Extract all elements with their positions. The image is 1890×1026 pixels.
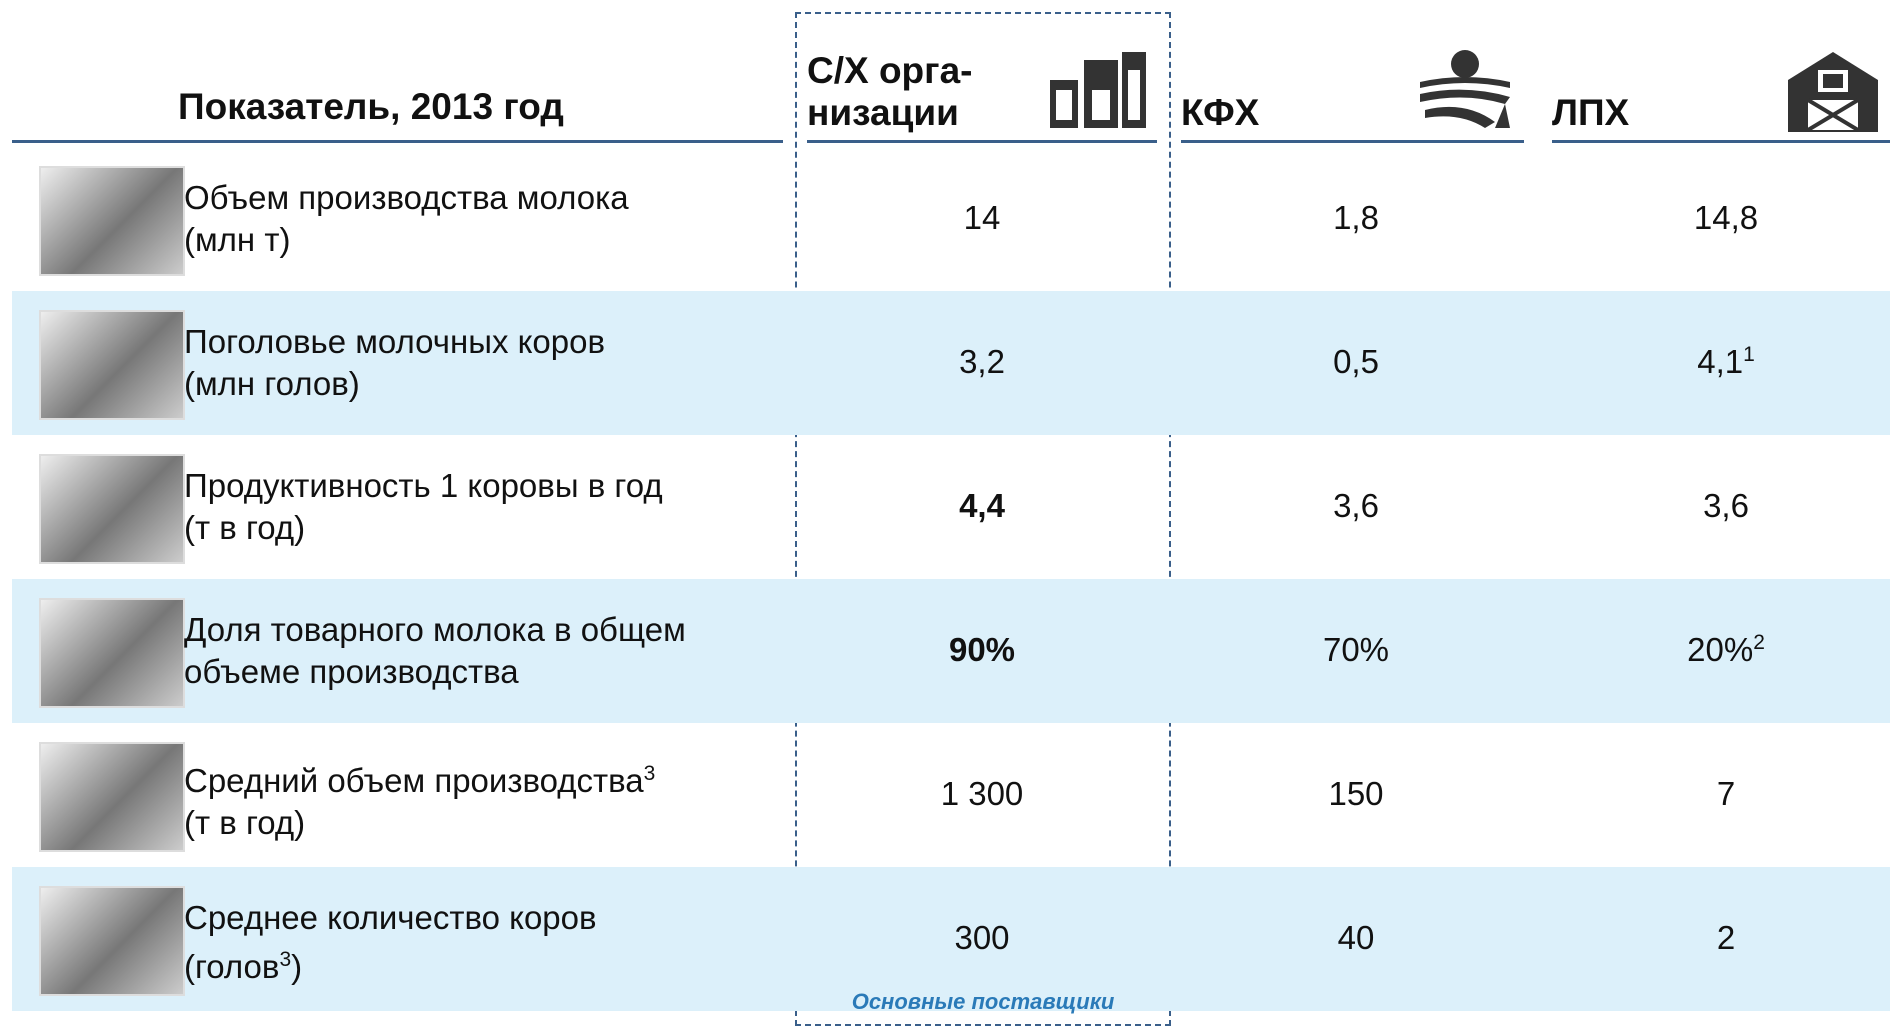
value-text: 70% [1322,631,1390,668]
label-line: (голов3) [184,939,597,988]
superscript: 3 [643,762,656,785]
superscript: 1 [1743,343,1755,366]
table-row: Средний объем производства3 (т в год) 1 30… [12,723,1890,867]
value-text: 20% [1687,631,1754,668]
header-rule [1552,140,1890,143]
header-rule [807,140,1157,143]
cell-value: 20%2 [1556,631,1890,669]
header-indicator: Показатель, 2013 год [178,86,564,127]
row-label: Продуктивность 1 коровы в год (т в год) [184,465,663,549]
value-text: 14 [963,199,1001,236]
row-photo [39,886,185,996]
cell-value: 300 [812,919,1152,957]
label-line: Среднее количество коров [184,897,597,939]
label-line: Поголовье молочных коров [184,321,605,363]
column-header: ЛПХ [1552,92,1630,133]
cell-value: 4,11 [1556,343,1890,381]
cell-value: 40 [1186,919,1526,957]
table-row: Объем производства молока (млн т) 14 1,8 14,… [12,147,1890,291]
footer-note: Основные поставщики [851,989,1115,1014]
label-text: (млн т) [184,221,291,258]
row-label: Доля товарного молока в общем объеме прои… [184,609,686,693]
barn-icon [1788,52,1878,132]
label-text: Средний объем производства [184,762,644,799]
label-text: Доля товарного молока в общем [184,611,686,648]
cell-value: 3,6 [1556,487,1890,525]
label-text: (голов [184,948,280,985]
cell-value: 1,8 [1186,199,1526,237]
column-header: КФХ [1181,92,1260,133]
value-text: 7 [1716,775,1736,812]
value-text: 3,2 [959,343,1005,380]
label-text: (т в год) [184,509,306,546]
value-text: 300 [954,919,1010,956]
label-line: (т в год) [184,507,663,549]
label-line: Продуктивность 1 коровы в год [184,465,663,507]
table-row: Среднее количество коров (голов3) 300 40 2 [12,867,1890,1011]
value-text: 1,8 [1333,199,1379,236]
value-text: 40 [1337,919,1375,956]
label-line: (млн т) [184,219,629,261]
value-text: 150 [1328,775,1384,812]
value-text: 90% [948,631,1016,668]
value-text: 3,6 [1703,487,1749,524]
row-label: Поголовье молочных коров (млн голов) [184,321,605,405]
superscript: 3 [279,948,292,971]
label-text: Поголовье молочных коров [184,323,606,360]
label-text: (млн голов) [184,365,360,402]
column-header: С/Х орга- [807,50,973,91]
label-text: (т в год) [184,804,306,841]
cell-value: 70% [1186,631,1526,669]
row-label: Объем производства молока (млн т) [184,177,629,261]
value-text: 2 [1716,919,1736,956]
label-line: (млн голов) [184,363,605,405]
cell-value: 7 [1556,775,1890,813]
row-label: Среднее количество коров (голов3) [184,897,597,988]
header-rule [1181,140,1524,143]
cell-value: 4,4 [812,487,1152,525]
row-photo [39,454,185,564]
value-text: 0,5 [1333,343,1379,380]
label-line: Средний объем производства3 [184,753,655,802]
superscript: 2 [1753,631,1765,654]
label-line: Объем производства молока [184,177,629,219]
row-label: Средний объем производства3 (т в год) [184,753,655,844]
header-rule [12,140,783,143]
label-text: объеме производства [184,653,519,690]
value-text: 14,8 [1693,199,1759,236]
label-text: ) [291,948,303,985]
label-text: Объем производства молока [184,179,629,216]
row-photo [39,166,185,276]
cell-value: 1 300 [812,775,1152,813]
table-row: Поголовье молочных коров (млн голов) 3,2 0,… [12,291,1890,435]
factory-icon [1050,52,1146,128]
label-line: объеме производства [184,651,686,693]
column-header: низации [807,92,959,133]
value-text: 4,4 [959,487,1005,524]
label-text: Среднее количество коров [184,899,597,936]
cell-value: 150 [1186,775,1526,813]
cell-value: 14,8 [1556,199,1890,237]
label-line: Доля товарного молока в общем [184,609,686,651]
label-line: (т в год) [184,802,655,844]
cell-value: 0,5 [1186,343,1526,381]
value-text: 1 300 [940,775,1024,812]
label-text: Продуктивность 1 коровы в год [184,467,663,504]
value-text: 4,1 [1697,343,1744,380]
table-row: Продуктивность 1 коровы в год (т в год) 4,… [12,435,1890,579]
cell-value: 3,2 [812,343,1152,381]
field-icon [1420,50,1510,128]
cell-value: 3,6 [1186,487,1526,525]
cell-value: 14 [812,199,1152,237]
row-photo [39,598,185,708]
value-text: 3,6 [1333,487,1379,524]
cell-value: 2 [1556,919,1890,957]
row-photo [39,742,185,852]
row-photo [39,310,185,420]
table-row: Доля товарного молока в общем объеме прои… [12,579,1890,723]
cell-value: 90% [812,631,1152,669]
